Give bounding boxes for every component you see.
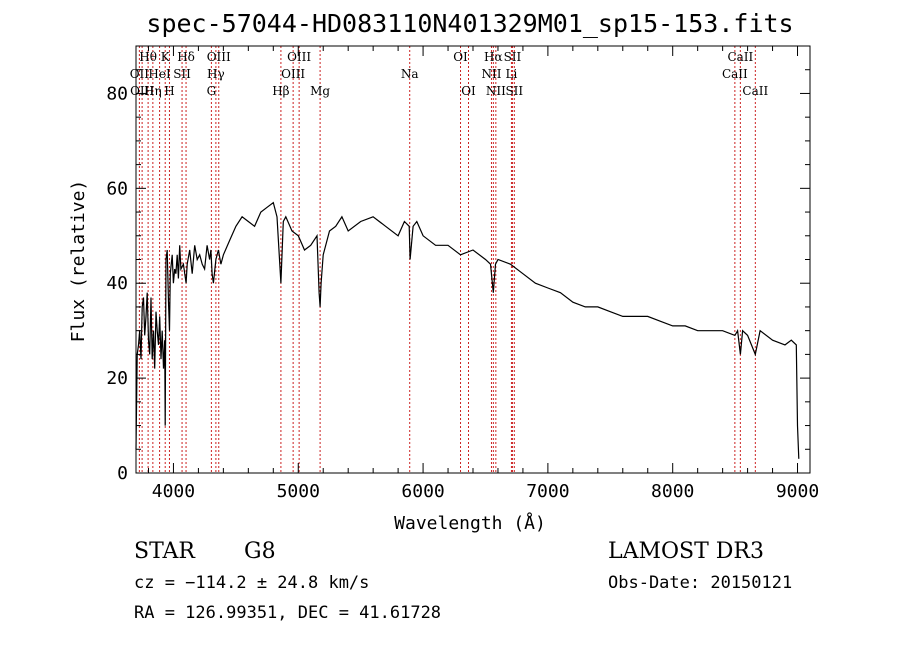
x-axis-label: Wavelength (Å) [394, 512, 546, 534]
line-marker-label: CaII [742, 84, 768, 98]
y-axis-label: Flux (relative) [68, 180, 89, 343]
spectrum-line [135, 201, 800, 459]
x-tick-label-7000: 7000 [526, 481, 569, 502]
line-marker-label: OIII [207, 50, 231, 64]
redshift-text: cz = −114.2 ± 24.8 km/s [134, 573, 370, 593]
spectral-line-markers [138, 46, 756, 473]
y-tick-label-80: 80 [106, 83, 128, 104]
line-marker-label: SII [504, 50, 522, 64]
y-tick-label-60: 60 [106, 178, 128, 199]
chart-title: spec-57044-HD083110N401329M01_sp15-153.f… [146, 9, 793, 38]
coordinates-text: RA = 126.99351, DEC = 41.61728 [134, 603, 442, 623]
line-marker-label: Hγ [207, 67, 225, 81]
survey-name: LAMOST DR3 [608, 539, 764, 564]
line-marker-label: Hθ [139, 50, 157, 64]
line-marker-label: SII [173, 67, 191, 81]
object-subclass: G8 [244, 539, 276, 564]
line-marker-label: OI [453, 50, 468, 64]
line-marker-label: Hδ [177, 50, 195, 64]
line-marker-label: Hβ [272, 84, 289, 98]
line-marker-label: NII [481, 67, 501, 81]
x-tick-label-4000: 4000 [152, 481, 195, 502]
line-marker-label: G [207, 84, 217, 98]
y-tick-label-40: 40 [106, 273, 128, 294]
line-marker-label: SII [505, 84, 523, 98]
x-tick-label-6000: 6000 [401, 481, 444, 502]
plot-frame [135, 45, 811, 474]
line-marker-label: Li [506, 67, 518, 81]
axis-ticks: 4000 5000 6000 7000 8000 9000 0 20 40 60 80 [106, 46, 819, 502]
x-tick-label-9000: 9000 [776, 481, 819, 502]
line-marker-label: CaII [722, 67, 748, 81]
y-tick-label-0: 0 [117, 463, 128, 484]
line-marker-label: HeI [148, 67, 171, 81]
line-marker-label: Hα [484, 50, 503, 64]
line-marker-label: CaII [727, 50, 753, 64]
line-marker-label: OIII [281, 67, 305, 81]
object-class: STAR [134, 539, 195, 564]
x-tick-label-5000: 5000 [277, 481, 320, 502]
line-marker-label: K [161, 50, 171, 64]
y-tick-label-20: 20 [106, 368, 128, 389]
line-marker-label: Mg [310, 84, 330, 98]
line-marker-label: Na [401, 67, 419, 81]
obs-date-text: Obs-Date: 20150121 [608, 573, 793, 593]
x-tick-label-8000: 8000 [651, 481, 694, 502]
line-marker-label: OII [130, 67, 150, 81]
line-marker-label: OI [461, 84, 476, 98]
line-marker-label: Hη [144, 84, 162, 98]
line-marker-label: H [164, 84, 174, 98]
line-marker-label: OIII [287, 50, 311, 64]
line-marker-label: NII [486, 84, 506, 98]
